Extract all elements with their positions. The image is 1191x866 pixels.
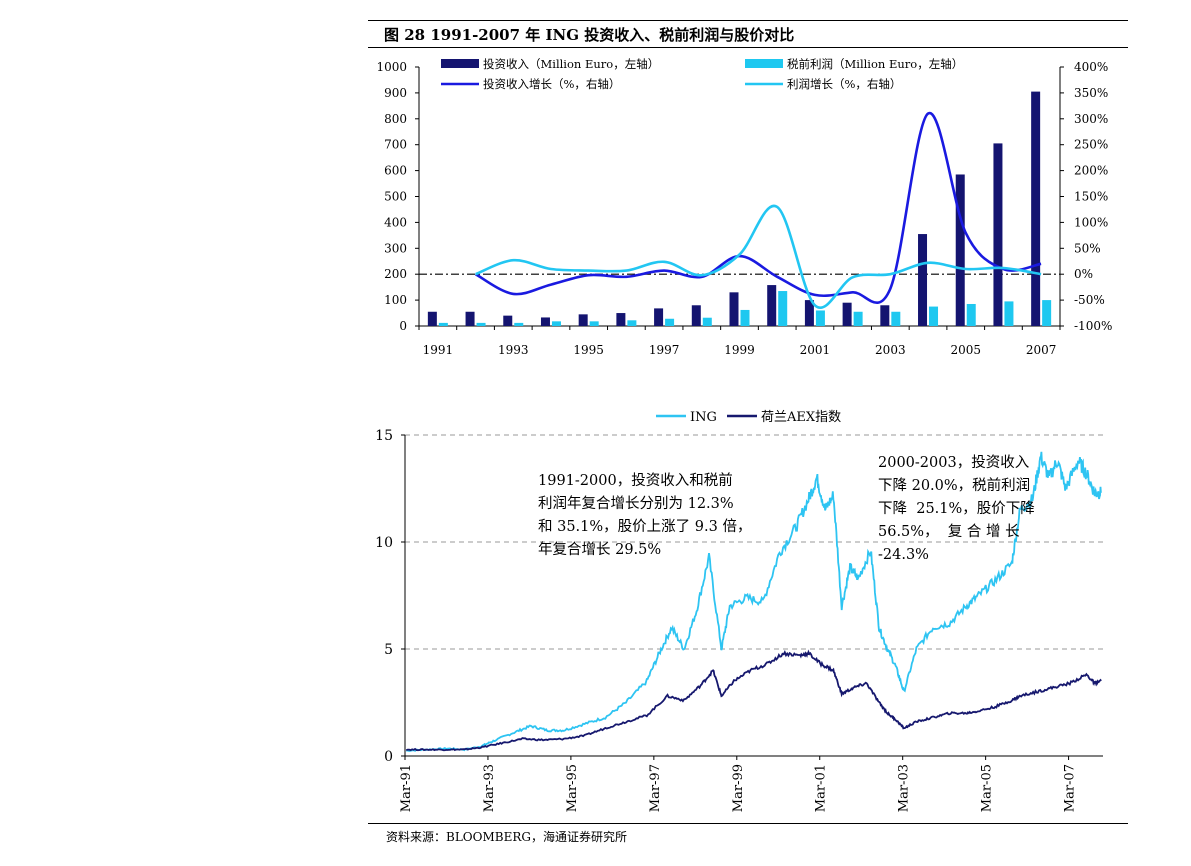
right-tick-label: -50%: [1074, 293, 1105, 307]
legend-label: 税前利润（Million Euro，左轴）: [787, 57, 963, 71]
bar: [438, 322, 448, 326]
left-tick-label: 600: [384, 164, 407, 178]
bar: [929, 306, 939, 326]
right-tick-label: 350%: [1074, 86, 1108, 100]
bar-line-chart: 0 100 200 300 400 500 600 700 800 900 1000 -100% -50…: [376, 57, 1112, 357]
source-divider: [368, 823, 1128, 824]
x-tick-label: 2005: [950, 343, 981, 357]
annotation-2000-2003: 2000-2003，投资收入 下降 20.0%，税前利润 下降 25.1%，股价…: [878, 455, 1035, 563]
right-tick-label: 200%: [1074, 164, 1108, 178]
x-tick-label: Mar-97: [648, 764, 663, 812]
bar: [578, 314, 588, 326]
x-tick-label: 2003: [875, 343, 906, 357]
legend-swatch: [745, 59, 783, 68]
bar: [815, 310, 825, 326]
left-tick-label: 300: [384, 241, 407, 255]
left-tick-label: 1000: [376, 60, 407, 74]
bar: [767, 285, 777, 326]
bar: [966, 303, 976, 326]
bar: [955, 174, 965, 326]
legend-swatch: [441, 59, 479, 68]
y-tick-label: 10: [375, 535, 393, 551]
bar: [627, 320, 637, 326]
right-tick-label: 150%: [1074, 190, 1108, 204]
bar: [778, 291, 788, 326]
left-tick-label: 500: [384, 190, 407, 204]
x-tick-label: 1995: [573, 343, 604, 357]
bar: [729, 292, 739, 326]
y-tick-label: 15: [375, 428, 393, 444]
right-tick-label: 250%: [1074, 138, 1108, 152]
x-tick-label: 1991: [423, 343, 454, 357]
right-tick-label: 300%: [1074, 112, 1108, 126]
x-tick-label: 1997: [649, 343, 680, 357]
aex-index-line: [405, 649, 1102, 752]
y-tick-label: 5: [384, 642, 393, 658]
bar: [880, 305, 890, 326]
figure-title: 图 28 1991-2007 年 ING 投资收入、税前利润与股价对比: [384, 26, 795, 44]
x-tick-label: 1993: [498, 343, 529, 357]
ing-price-line: [406, 451, 1102, 752]
bar: [891, 311, 901, 326]
x-tick-label: 2001: [800, 343, 831, 357]
x-tick-label: 2007: [1026, 343, 1057, 357]
bar: [1004, 301, 1014, 326]
bar: [918, 234, 928, 326]
left-tick-label: 200: [384, 267, 407, 281]
bar: [702, 317, 712, 326]
bar: [551, 321, 561, 326]
x-tick-label: Mar-99: [731, 764, 746, 812]
bar: [853, 311, 863, 326]
y-tick-label: 0: [384, 749, 393, 765]
legend-label: 投资收入（Million Euro，左轴）: [483, 57, 659, 71]
bar: [842, 302, 852, 326]
bar: [427, 311, 437, 326]
bar: [654, 308, 664, 326]
bar: [589, 321, 599, 326]
left-tick-label: 100: [384, 293, 407, 307]
bar: [1031, 91, 1041, 326]
bar: [993, 143, 1003, 326]
legend-label: 投资收入增长（%，右轴）: [483, 77, 620, 91]
right-tick-label: -100%: [1074, 319, 1112, 333]
bar: [540, 317, 550, 326]
bar: [476, 322, 486, 326]
right-tick-label: 400%: [1074, 60, 1108, 74]
x-tick-label: Mar-05: [980, 764, 995, 812]
left-tick-label: 900: [384, 86, 407, 100]
legend-label: 荷兰AEX指数: [761, 410, 841, 425]
annotation-1991-2000: 1991-2000，投资收入和税前 利润年复合增长分别为 12.3% 和 35.…: [538, 473, 752, 558]
x-tick-label: Mar-01: [814, 764, 829, 812]
bar: [665, 318, 675, 326]
right-tick-label: 0%: [1074, 267, 1093, 281]
bar: [1042, 300, 1052, 326]
bar: [514, 322, 524, 326]
x-tick-label: 1999: [724, 343, 755, 357]
title-bar: 图 28 1991-2007 年 ING 投资收入、税前利润与股价对比: [368, 20, 1128, 48]
x-tick-label: Mar-91: [399, 764, 414, 812]
bar: [691, 305, 701, 326]
x-tick-label: Mar-03: [897, 764, 912, 812]
legend-label: ING: [690, 410, 717, 425]
growth-line: [474, 112, 1042, 304]
right-tick-label: 100%: [1074, 215, 1108, 229]
x-tick-label: Mar-95: [565, 764, 580, 812]
left-tick-label: 400: [384, 215, 407, 229]
x-tick-label: Mar-93: [482, 764, 497, 812]
source-note: 资料来源：BLOOMBERG，海通证券研究所: [386, 830, 627, 844]
legend-label: 利润增长（%，右轴）: [787, 77, 901, 91]
left-tick-label: 700: [384, 138, 407, 152]
bar: [465, 311, 475, 326]
right-tick-label: 50%: [1074, 241, 1101, 255]
bar: [616, 313, 626, 326]
bar: [804, 300, 814, 326]
growth-line: [475, 204, 1042, 309]
left-tick-label: 800: [384, 112, 407, 126]
bar: [740, 309, 750, 326]
bar: [503, 315, 513, 326]
left-tick-label: 0: [399, 319, 407, 333]
x-tick-label: Mar-07: [1063, 764, 1078, 812]
